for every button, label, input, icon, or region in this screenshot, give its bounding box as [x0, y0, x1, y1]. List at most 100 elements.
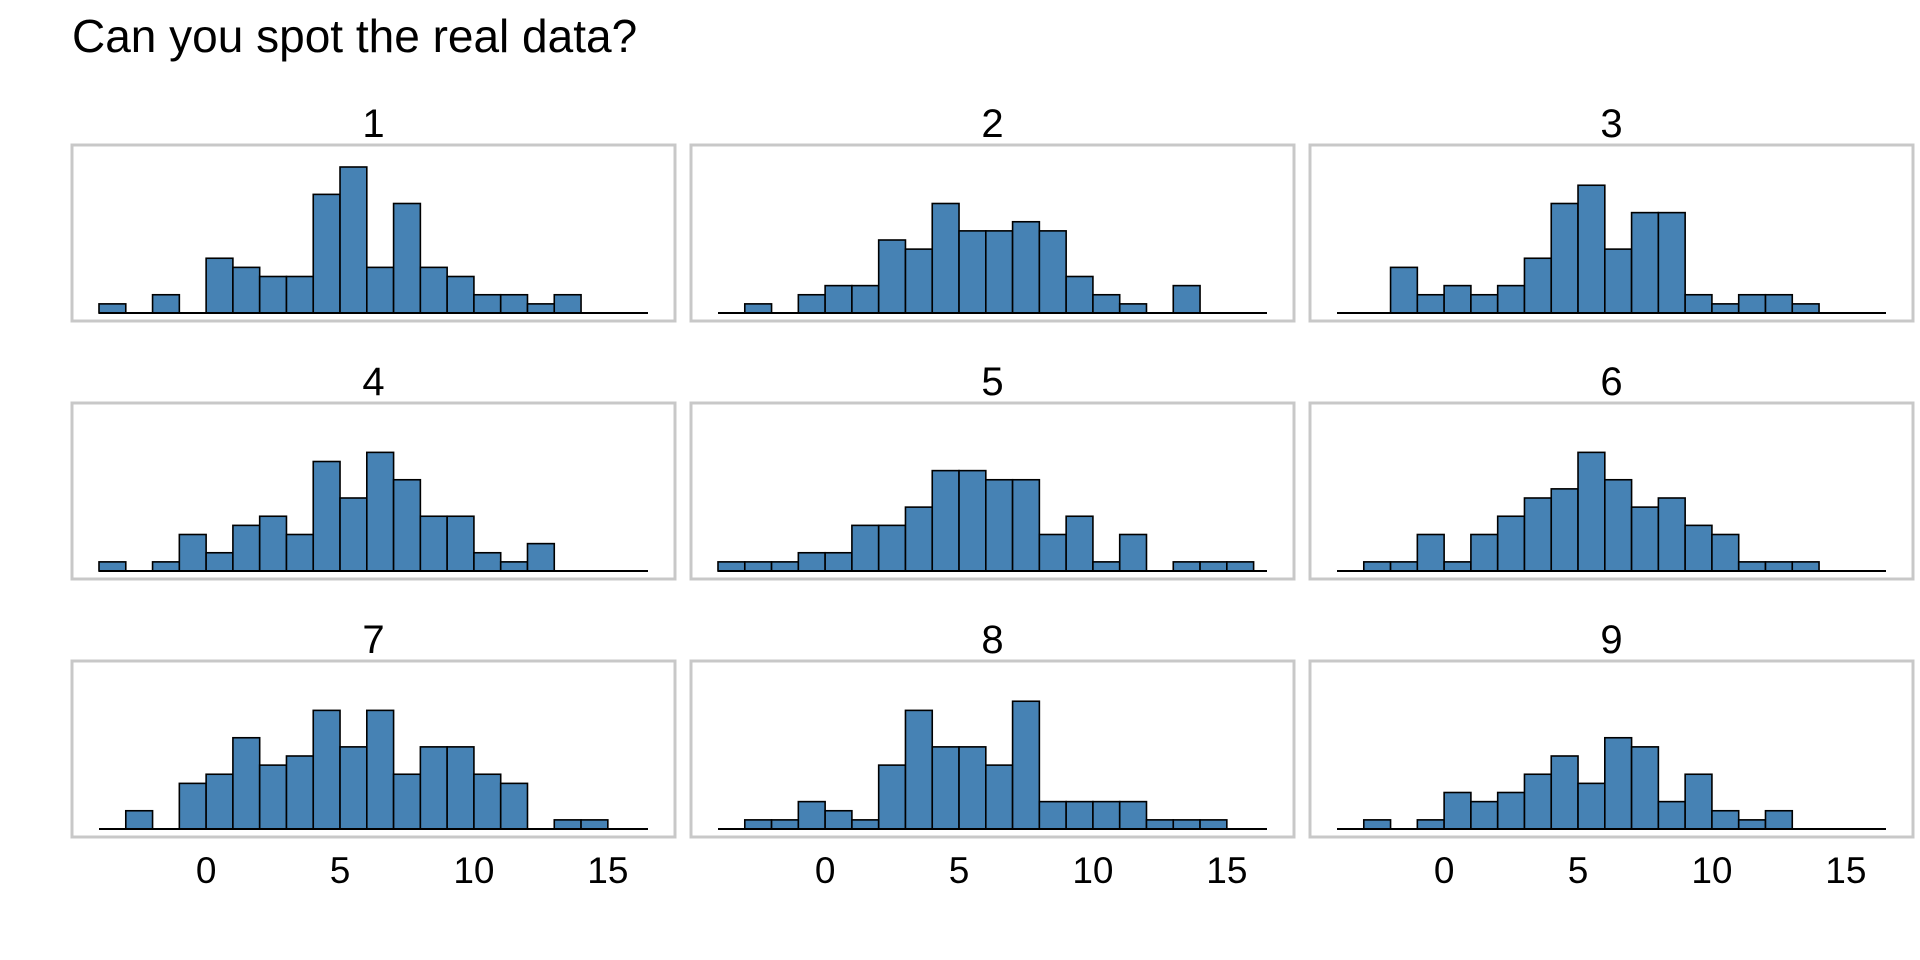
panel-title: 3 [1600, 102, 1622, 146]
histogram-bar [824, 809, 853, 830]
x-tick-label: 10 [453, 850, 494, 891]
histogram-bar [312, 193, 341, 314]
histogram-bar [1038, 533, 1067, 572]
histogram-bar [1389, 561, 1419, 572]
histogram-bar [1416, 533, 1445, 572]
histogram-bar [499, 293, 529, 314]
histogram-bar [1657, 800, 1686, 830]
histogram-bar [366, 451, 395, 572]
x-tick-label: 10 [1072, 850, 1113, 891]
histogram-bar [1657, 497, 1686, 572]
histogram-bar [419, 515, 448, 572]
panel-3: 3 [1308, 102, 1915, 323]
panel-1: 1 [70, 102, 677, 323]
histogram-bar [985, 478, 1014, 572]
histogram-bar [1523, 497, 1553, 572]
histogram-bar [1764, 561, 1794, 572]
panel-title: 6 [1600, 360, 1622, 404]
histogram-bar [1630, 506, 1660, 572]
histogram-bar [1092, 561, 1121, 572]
histogram-bar [797, 800, 826, 830]
histogram-bar [851, 819, 880, 830]
panel-title: 7 [362, 618, 384, 662]
histogram-bar [446, 275, 475, 314]
histogram-bar [580, 819, 609, 830]
histogram-bar [904, 248, 934, 314]
x-tick-label: 15 [1206, 850, 1247, 891]
histogram-bar [473, 773, 502, 830]
histogram-bar [877, 239, 907, 314]
histogram-bar [1496, 284, 1526, 314]
histogram-bar [1523, 257, 1553, 314]
histogram-bar [366, 266, 395, 314]
histogram-bar [1764, 293, 1794, 314]
histogram-bar [1737, 561, 1767, 572]
histogram-bar [339, 166, 368, 314]
histogram-bar [1065, 515, 1094, 572]
histogram-bar [931, 469, 960, 572]
panel-8: 8 [689, 618, 1296, 839]
x-tick-label: 15 [587, 850, 628, 891]
histogram-bar [770, 561, 800, 572]
histogram-bar [473, 551, 502, 572]
histogram-bar [1737, 819, 1767, 830]
histogram-bar [1604, 248, 1633, 314]
panel-title: 2 [981, 102, 1003, 146]
histogram-bar [1577, 782, 1606, 830]
histogram-bar [958, 230, 987, 314]
histogram-bar [1118, 800, 1148, 830]
histogram-bar [743, 303, 773, 314]
histogram-bar [232, 524, 261, 572]
panel-2: 2 [689, 102, 1296, 323]
x-tick-label: 0 [815, 850, 836, 891]
histogram-bar [904, 506, 934, 572]
histogram-bar [205, 773, 234, 830]
histogram-bar [1362, 819, 1392, 830]
histogram-bar [904, 709, 934, 830]
histogram-bar [124, 809, 154, 830]
histogram-bar [851, 284, 880, 314]
histogram-bar [743, 561, 773, 572]
histogram-bar [1092, 293, 1121, 314]
histogram-bar [1172, 561, 1201, 572]
histogram-bar [770, 819, 800, 830]
panel-4: 4 [70, 360, 677, 581]
histogram-bar [1711, 533, 1740, 572]
histogram-bar [1011, 478, 1041, 572]
x-tick-label: 5 [330, 850, 351, 891]
panel-6: 6 [1308, 360, 1915, 581]
histogram-bar [1470, 293, 1499, 314]
x-tick-label: 15 [1825, 850, 1866, 891]
histogram-bar [392, 202, 422, 314]
histogram-bar [1550, 488, 1579, 572]
histogram-bar [98, 561, 127, 572]
histogram-bar [1416, 819, 1445, 830]
histogram-bar [1764, 809, 1794, 830]
histogram-bar [178, 533, 207, 572]
panel-title: 4 [362, 360, 384, 404]
histogram-bar [1523, 773, 1553, 830]
histogram-bar [1684, 773, 1713, 830]
histogram-bar [1092, 800, 1121, 830]
histogram-bar [1550, 755, 1579, 830]
histogram-bar [1791, 561, 1820, 572]
histogram-bar [1199, 819, 1228, 830]
histogram-bar [1496, 515, 1526, 572]
histogram-bar [1118, 533, 1148, 572]
histogram-bar [824, 284, 853, 314]
histogram-bar [1496, 791, 1526, 830]
histogram-bar [1577, 184, 1606, 314]
histogram-bar [151, 293, 181, 314]
histogram-bar [931, 746, 960, 830]
histogram-bar [258, 515, 288, 572]
histogram-bar [446, 515, 475, 572]
histogram-bar [178, 782, 207, 830]
histogram-bar [419, 266, 448, 314]
histogram-bar [312, 709, 341, 830]
histogram-bar [797, 293, 826, 314]
histogram-bar [1172, 284, 1201, 314]
histogram-bar [205, 551, 234, 572]
x-tick-label: 0 [196, 850, 217, 891]
histogram-bar [877, 764, 907, 830]
histogram-bar [1711, 809, 1740, 830]
